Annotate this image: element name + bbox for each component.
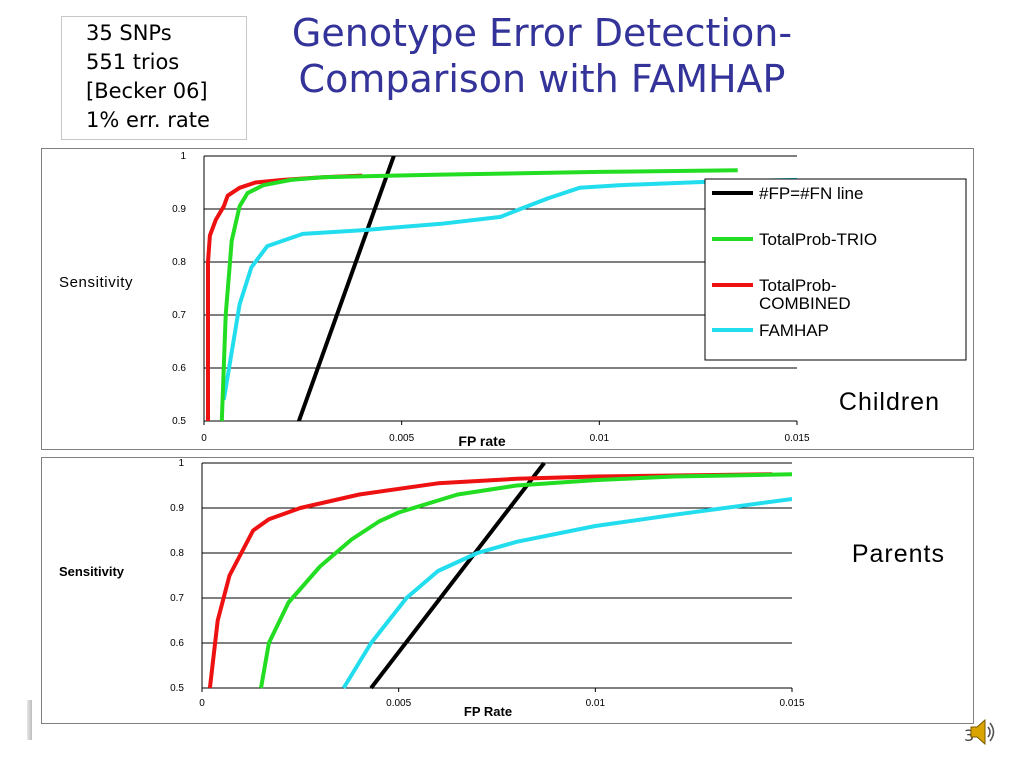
children-legend-label-famhap: FAMHAP (759, 321, 829, 340)
parents-y-tick-label: 0.8 (170, 548, 184, 559)
children-y-tick-label: 0.7 (172, 310, 186, 321)
parents-series-totalprob-combined (207, 472, 773, 689)
parents-y-axis-label: Sensitivity (59, 564, 125, 579)
slide-title-line-2: Comparison with FAMHAP (298, 57, 786, 101)
children-x-tick-label: 0.015 (784, 433, 809, 444)
children-y-tick-label: 0.9 (172, 204, 186, 215)
info-line-error-rate: 1% err. rate (86, 108, 210, 132)
children-series-totalprob-trio (219, 168, 738, 422)
parents-y-tick-label: 0.5 (170, 683, 184, 694)
children-legend-label-fp-fn-line: #FP=#FN line (759, 184, 863, 203)
parents-series-totalprob-trio (259, 472, 792, 689)
children-x-tick-label: 0 (201, 433, 207, 444)
parents-panel-label: Parents (852, 540, 945, 568)
parents-x-tick-label: 0.005 (386, 698, 411, 709)
parents-x-tick-label: 0 (199, 698, 205, 709)
children-series-fp-fn-line (297, 155, 396, 422)
children-chart-svg: 0.5 0.6 0.7 0.8 0.9 1 0 0.005 0.01 0.015 FP rate Se… (59, 151, 967, 449)
slide-title: Genotype Error Detection- Comparison wit… (262, 10, 822, 102)
children-y-tick-label: 0.8 (172, 257, 186, 268)
children-legend-label-totalprob-combined: TotalProb- (759, 276, 836, 295)
info-line-trios: 551 trios (86, 50, 180, 74)
children-x-axis-label: FP rate (458, 433, 505, 449)
children-series-famhap (221, 177, 797, 401)
parents-x-tick-label: 0.01 (586, 698, 606, 709)
children-y-axis-label: Sensitivity (59, 274, 133, 291)
children-x-tick-label: 0.005 (389, 433, 414, 444)
children-y-tick-label: 1 (180, 151, 186, 162)
parents-y-tick-label: 1 (178, 458, 184, 469)
parents-series-famhap (341, 497, 792, 690)
children-chart: 0.5 0.6 0.7 0.8 0.9 1 0 0.005 0.01 0.015 FP rate Se… (41, 148, 974, 450)
slide-side-bar (27, 700, 32, 740)
children-legend-label-totalprob-combined: COMBINED (759, 294, 851, 313)
children-series-totalprob-combined (206, 173, 363, 421)
parents-y-tick-label: 0.6 (170, 638, 184, 649)
parents-chart: 0.5 0.6 0.7 0.8 0.9 1 0 0.005 0.01 0.015 FP Rate Se… (41, 457, 974, 724)
children-y-tick-label: 0.6 (172, 363, 186, 374)
children-legend-label-totalprob-trio: TotalProb-TRIO (759, 230, 877, 249)
children-x-tick-label: 0.01 (590, 433, 610, 444)
slide-title-line-1: Genotype Error Detection- (291, 11, 793, 55)
slide-number: 3 (964, 726, 975, 745)
parents-x-tick-label: 0.015 (779, 698, 804, 709)
info-line-snps: 35 SNPs (86, 21, 172, 45)
parents-x-axis-label: FP Rate (464, 704, 512, 719)
parents-chart-svg: 0.5 0.6 0.7 0.8 0.9 1 0 0.005 0.01 0.015 FP Rate Se… (59, 458, 945, 719)
children-y-tick-label: 0.5 (172, 416, 186, 427)
parents-series-fp-fn-line (369, 461, 546, 690)
dataset-info-box: 35 SNPs 551 trios [Becker 06] 1% err. ra… (61, 16, 247, 140)
children-legend: #FP=#FN line TotalProb-TRIO TotalProb-COMB… (704, 178, 967, 361)
parents-y-tick-label: 0.7 (170, 593, 184, 604)
children-panel-label: Children (839, 388, 940, 416)
children-legend-box (704, 178, 967, 361)
info-line-reference: [Becker 06] (86, 79, 208, 103)
parents-y-tick-label: 0.9 (170, 503, 184, 514)
speaker-icon[interactable] (968, 716, 998, 748)
